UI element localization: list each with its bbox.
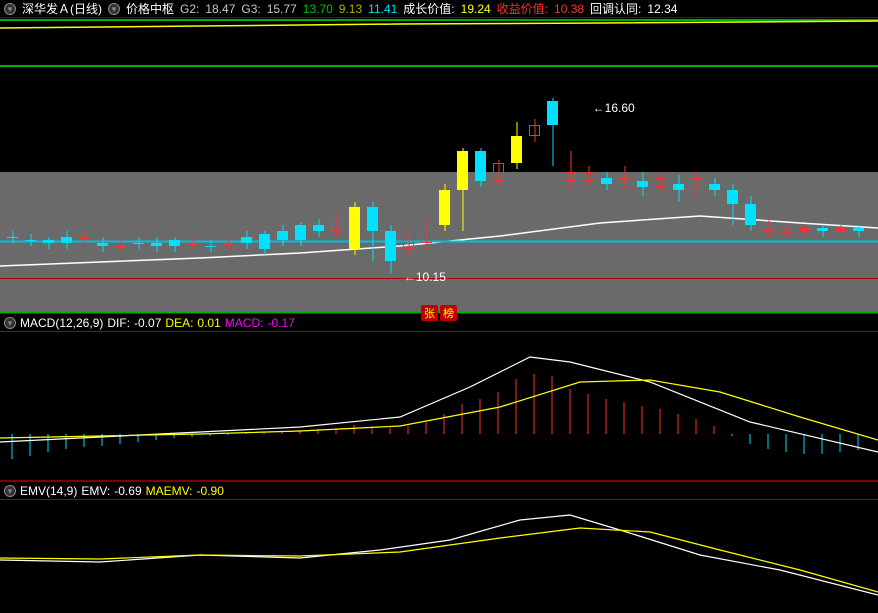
emv-label: EMV:: [81, 482, 110, 500]
badge[interactable]: 榜: [440, 305, 457, 321]
candle: [799, 18, 810, 314]
candle: [763, 18, 774, 314]
candle: [97, 18, 108, 314]
candle: [745, 18, 756, 314]
candle: [223, 18, 234, 314]
candle: [709, 18, 720, 314]
emv-title: EMV(14,9): [20, 482, 77, 500]
candle: [583, 18, 594, 314]
candle: [43, 18, 54, 314]
candle: [835, 18, 846, 314]
candle: [817, 18, 828, 314]
growth-value: 19.24: [461, 0, 491, 18]
candle: [133, 18, 144, 314]
candle: [655, 18, 666, 314]
candle: [367, 18, 378, 314]
earnings-label: 收益价值:: [497, 0, 548, 18]
v1-value: 13.70: [303, 0, 333, 18]
candle: [853, 18, 864, 314]
badge-row: 张榜: [421, 305, 457, 321]
emv-panel[interactable]: [0, 500, 878, 610]
macd-overlay: [0, 332, 878, 482]
growth-label: 成长价值:: [403, 0, 454, 18]
candle: [691, 18, 702, 314]
main-header: ▾ 深华发Ａ(日线) ▾ 价格中枢 G2: 18.47 G3: 15.77 13…: [0, 0, 878, 18]
earnings-value: 10.38: [554, 0, 584, 18]
candle: [781, 18, 792, 314]
pullback-value: 12.34: [647, 0, 677, 18]
candle: [727, 18, 738, 314]
candle: [619, 18, 630, 314]
g2-label: G2:: [180, 0, 199, 18]
candle: [547, 18, 558, 314]
dea-label: DEA:: [165, 314, 193, 332]
candle: [115, 18, 126, 314]
v2-value: 9.13: [339, 0, 362, 18]
v3-value: 11.41: [368, 0, 397, 18]
indicator-name: 价格中枢: [126, 0, 174, 18]
badge[interactable]: 张: [421, 305, 438, 321]
candle: [457, 18, 468, 314]
candle: [313, 18, 324, 314]
candle: [475, 18, 486, 314]
indicator-toggle-icon[interactable]: ▾: [108, 3, 120, 15]
candle: [169, 18, 180, 314]
candle: [493, 18, 504, 314]
pullback-label: 回调认同:: [590, 0, 641, 18]
g3-label: G3:: [241, 0, 260, 18]
emv-header: ▾ EMV(14,9) EMV: -0.69 MAEMV: -0.90: [0, 482, 878, 500]
candle: [385, 18, 396, 314]
candle: [637, 18, 648, 314]
candle: [205, 18, 216, 314]
candle: [529, 18, 540, 314]
emv-overlay: [0, 500, 878, 610]
candle: [277, 18, 288, 314]
candle: [295, 18, 306, 314]
price-low-label: ←10.15: [404, 270, 446, 284]
dif-value: -0.07: [134, 314, 161, 332]
maemv-label: MAEMV:: [146, 482, 193, 500]
g3-value: 15.77: [267, 0, 297, 18]
macd-panel[interactable]: [0, 332, 878, 482]
candle: [331, 18, 342, 314]
candle: [7, 18, 18, 314]
emv-value: -0.69: [114, 482, 141, 500]
candle: [79, 18, 90, 314]
stock-name: 深华发Ａ(日线): [22, 0, 102, 18]
candle: [673, 18, 684, 314]
g2-value: 18.47: [205, 0, 235, 18]
candle: [565, 18, 576, 314]
candle: [61, 18, 72, 314]
expand-icon[interactable]: ▾: [4, 3, 16, 15]
candle: [601, 18, 612, 314]
candlestick-layer: [0, 18, 878, 312]
candle: [259, 18, 270, 314]
macd-toggle-icon[interactable]: ▾: [4, 317, 16, 329]
candle: [511, 18, 522, 314]
price-chart[interactable]: ←16.60 ←10.15 张榜: [0, 18, 878, 314]
candle: [349, 18, 360, 314]
candle: [187, 18, 198, 314]
candle: [241, 18, 252, 314]
candle: [25, 18, 36, 314]
dif-label: DIF:: [107, 314, 130, 332]
maemv-value: -0.90: [197, 482, 224, 500]
price-high-label: ←16.60: [593, 101, 635, 115]
macd-label: MACD:: [225, 314, 264, 332]
macd-value: -0.17: [267, 314, 294, 332]
macd-title: MACD(12,26,9): [20, 314, 103, 332]
dea-value: 0.01: [197, 314, 220, 332]
candle: [151, 18, 162, 314]
emv-toggle-icon[interactable]: ▾: [4, 485, 16, 497]
